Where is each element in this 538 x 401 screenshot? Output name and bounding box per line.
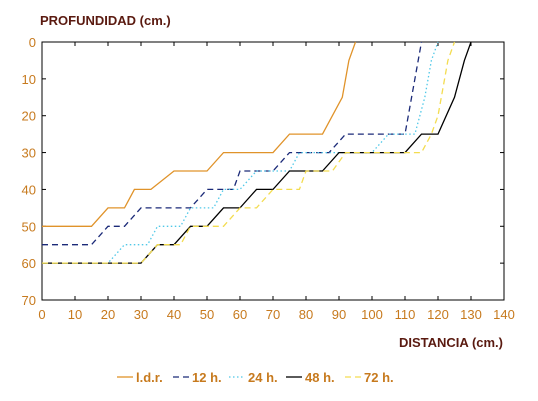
x-axis-label: DISTANCIA (cm.) [399,335,503,350]
y-tick-label: 20 [22,109,36,124]
series-line-1 [42,41,423,246]
x-tick-label: 0 [38,307,45,322]
y-tick-label: 40 [22,182,36,197]
legend-label: 12 h. [192,370,222,385]
x-tick-label: 50 [200,307,214,322]
legend-label: l.d.r. [136,370,163,385]
x-tick-label: 100 [361,307,383,322]
x-tick-label: 130 [460,307,482,322]
y-tick-label: 0 [29,35,36,50]
y-tick-label: 50 [22,219,36,234]
x-tick-label: 110 [395,307,416,322]
x-tick-label: 80 [299,307,313,322]
x-tick-label: 10 [68,307,82,322]
y-tick-label: 10 [22,72,36,87]
legend-label: 24 h. [248,370,278,385]
series-line-4 [42,41,456,264]
x-tick-label: 60 [233,307,247,322]
series-layer [42,41,472,264]
x-tick-label: 30 [134,307,148,322]
y-ticks: 0 10 20 30 40 50 60 70 [22,35,504,308]
x-tick-label: 120 [427,307,449,322]
series-line-0 [42,41,357,227]
x-tick-label: 40 [167,307,181,322]
x-tick-label: 140 [493,307,515,322]
y-tick-label: 30 [22,146,36,161]
legend-label: 48 h. [305,370,335,385]
y-tick-label: 60 [22,256,36,271]
legend: l.d.r. 12 h. 24 h. 48 h. 72 h. [117,370,394,385]
x-tick-label: 70 [266,307,280,322]
x-ticks: 0 10 20 30 40 50 60 70 80 90 100 110 120 130 140 [38,42,515,322]
y-axis-label: PROFUNDIDAD (cm.) [40,13,171,28]
x-tick-label: 90 [332,307,346,322]
x-tick-label: 20 [101,307,115,322]
legend-label: 72 h. [364,370,394,385]
y-tick-label: 70 [22,293,36,308]
